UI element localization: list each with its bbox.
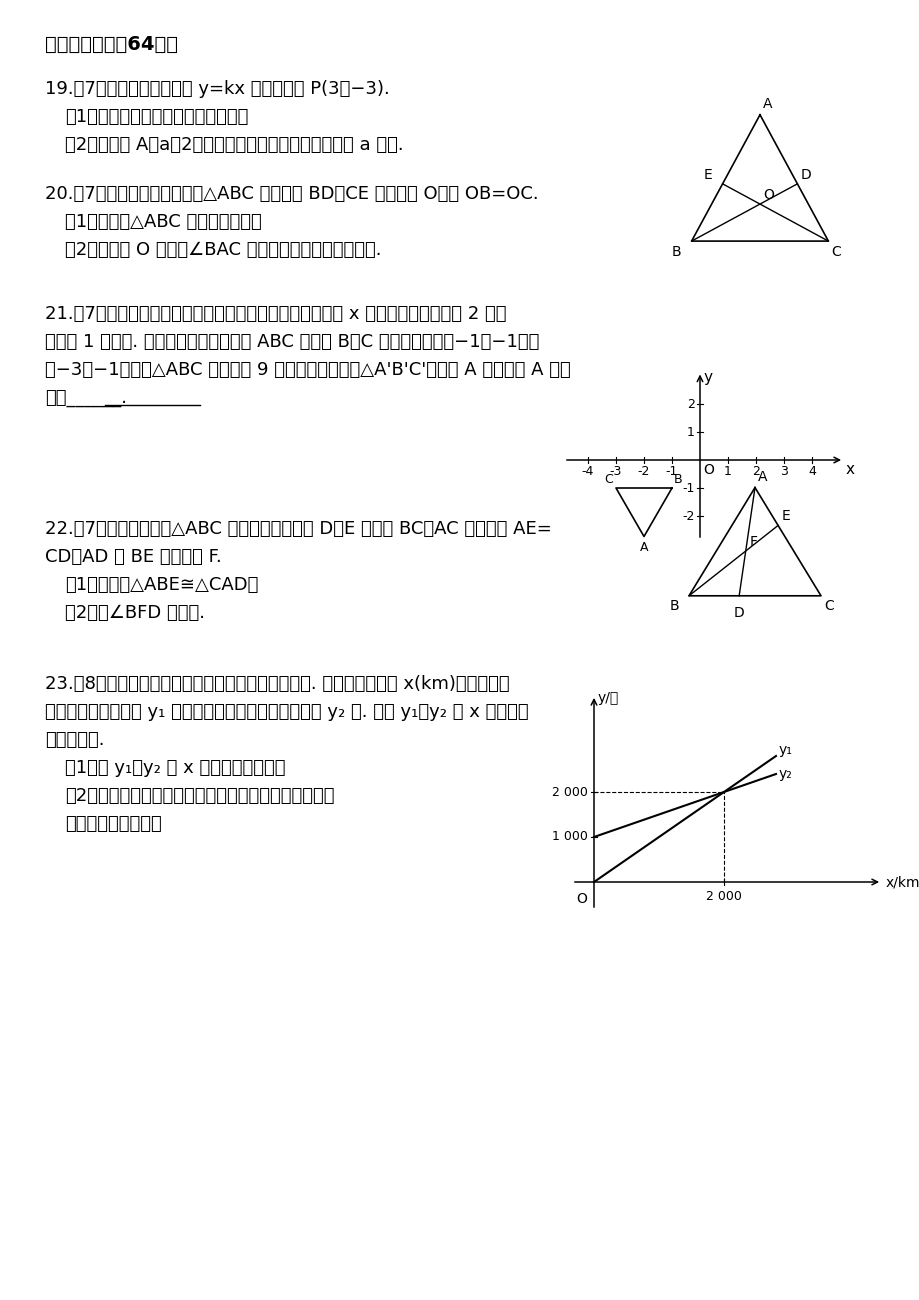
Text: 2 000: 2 000 (551, 785, 587, 798)
Text: E: E (781, 510, 790, 524)
Text: y/元: y/元 (597, 692, 618, 705)
Text: 标是______.: 标是______. (45, 389, 127, 407)
Text: （1）求 y₁，y₂ 与 x 之间的函数关系；: （1）求 y₁，y₂ 与 x 之间的函数关系； (65, 759, 285, 777)
Text: B: B (671, 246, 681, 259)
Text: y₂: y₂ (778, 767, 792, 781)
Text: （2）已知点 A（a，2）在这个正比例函数的图像上，求 a 的值.: （2）已知点 A（a，2）在这个正比例函数的图像上，求 a 的值. (65, 136, 403, 153)
Text: 1: 1 (686, 425, 694, 438)
Text: -1: -1 (665, 465, 677, 478)
Text: （2）每月用车路程在什么范围内，租用甲汽车租赁公司: （2）每月用车路程在什么范围内，租用甲汽车租赁公司 (65, 786, 335, 805)
Text: B: B (674, 473, 682, 486)
Text: A: A (757, 469, 766, 484)
Text: -2: -2 (682, 510, 694, 523)
Text: 1 000: 1 000 (551, 831, 587, 844)
Text: 系如图所示.: 系如图所示. (45, 731, 105, 749)
Text: （1）写出这个正比例函数的解析式；: （1）写出这个正比例函数的解析式； (65, 108, 248, 126)
Text: （1）求证：△ABE≅△CAD；: （1）求证：△ABE≅△CAD； (65, 576, 258, 594)
Text: O: O (576, 892, 587, 906)
Text: B: B (669, 599, 678, 612)
Text: 2: 2 (751, 465, 759, 478)
Text: 2 000: 2 000 (705, 891, 741, 904)
Text: E: E (703, 168, 712, 182)
Text: 3: 3 (779, 465, 787, 478)
Text: 20.（7分）已知：如图，锐角△ABC 的两条高 BD，CE 相交于点 O，且 OB=OC.: 20.（7分）已知：如图，锐角△ABC 的两条高 BD，CE 相交于点 O，且 … (45, 185, 538, 203)
Text: A: A (762, 96, 772, 110)
Text: 21.（7分）在平面直角坐标系中，规定把一个三角形先沿着 x 轴翻折，再向右平移 2 个单: 21.（7分）在平面直角坐标系中，规定把一个三角形先沿着 x 轴翻折，再向右平移… (45, 306, 506, 322)
Text: A: A (639, 542, 648, 555)
Text: 22.（7分）如图，已知△ABC 为等边三角形，点 D，E 分别在 BC，AC 边上，且 AE=: 22.（7分）如图，已知△ABC 为等边三角形，点 D，E 分别在 BC，AC … (45, 520, 551, 538)
Text: O: O (762, 188, 773, 202)
Text: C: C (831, 246, 840, 259)
Text: （−3，−1），把△ABC 经过连续 9 次这样的变换得到△A'B'C'，则点 A 的对应点 A 的坐: （−3，−1），把△ABC 经过连续 9 次这样的变换得到△A'B'C'，则点 … (45, 361, 570, 380)
Text: 23.（8分）某公司准备与汽车租赁公司签订租车合同. 以每月用车路程 x(km)计算，甲汽: 23.（8分）某公司准备与汽车租赁公司签订租车合同. 以每月用车路程 x(km)… (45, 675, 509, 693)
Text: （2）求∠BFD 的度数.: （2）求∠BFD 的度数. (65, 604, 205, 621)
Text: O: O (702, 463, 713, 477)
Text: x/km: x/km (885, 875, 919, 889)
Text: 1: 1 (723, 465, 732, 478)
Text: y: y (703, 369, 712, 385)
Text: （1）求证：△ABC 是等腰三角形；: （1）求证：△ABC 是等腰三角形； (65, 213, 262, 231)
Text: 三、解答题（共64分）: 三、解答题（共64分） (45, 35, 177, 55)
Text: 19.（7分）已知正比例函数 y=kx 的图像过点 P(3，−3).: 19.（7分）已知正比例函数 y=kx 的图像过点 P(3，−3). (45, 81, 390, 98)
Text: 位称为 1 次变换. 如图，已知等边三角形 ABC 的顶点 B，C 的坐标分别是（−1，−1），: 位称为 1 次变换. 如图，已知等边三角形 ABC 的顶点 B，C 的坐标分别是… (45, 333, 539, 351)
Text: F: F (749, 536, 757, 549)
Text: CD，AD 与 BE 相交于点 F.: CD，AD 与 BE 相交于点 F. (45, 549, 221, 566)
Text: 车租赁公司的月租费 y₁ 元，乙汽车租赁公司的月租费是 y₂ 元. 如果 y₁，y₂ 与 x 之间的关: 车租赁公司的月租费 y₁ 元，乙汽车租赁公司的月租费是 y₂ 元. 如果 y₁，… (45, 703, 528, 722)
Text: C: C (604, 473, 612, 486)
Text: 4: 4 (807, 465, 815, 478)
Text: C: C (823, 599, 833, 612)
Text: 2: 2 (686, 398, 694, 411)
Text: -4: -4 (581, 465, 594, 478)
Text: y₁: y₁ (778, 744, 792, 757)
Text: D: D (800, 168, 811, 182)
Text: （2）判断点 O 是否在∠BAC 的角平分线上，并说明理由.: （2）判断点 O 是否在∠BAC 的角平分线上，并说明理由. (65, 240, 381, 259)
Text: -2: -2 (637, 465, 650, 478)
Text: -3: -3 (609, 465, 621, 478)
Text: D: D (733, 606, 743, 620)
Text: -1: -1 (682, 481, 694, 494)
Text: 的车所需费用较少？: 的车所需费用较少？ (65, 815, 162, 833)
Text: x: x (845, 462, 854, 477)
